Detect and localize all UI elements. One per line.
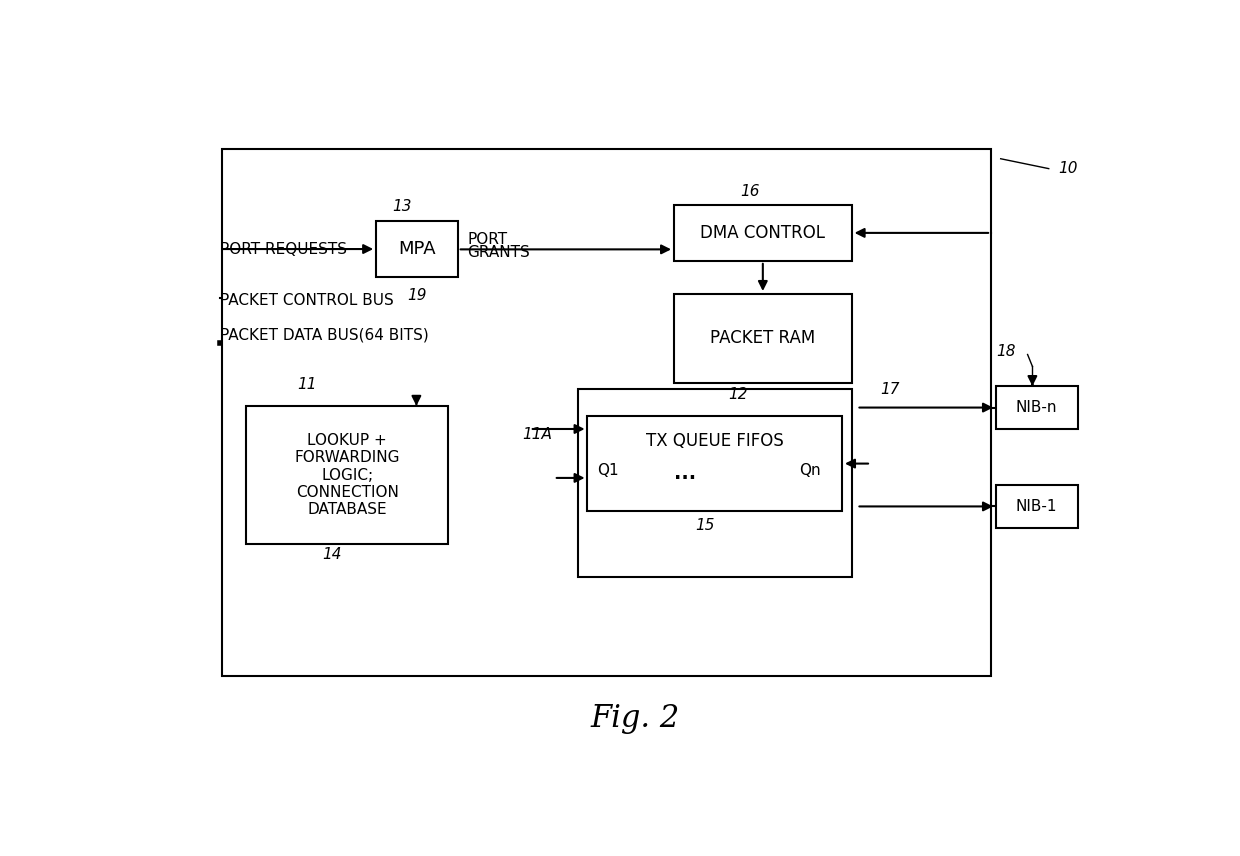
Text: PACKET DATA BUS(64 BITS): PACKET DATA BUS(64 BITS) (221, 328, 429, 343)
Text: PACKET RAM: PACKET RAM (711, 330, 816, 348)
Bar (222, 149, 991, 676)
Bar (996, 386, 1078, 429)
Text: LOOKUP +
FORWARDING
LOGIC;
CONNECTION
DATABASE: LOOKUP + FORWARDING LOGIC; CONNECTION DA… (294, 433, 401, 517)
Text: PORT REQUESTS: PORT REQUESTS (221, 241, 347, 257)
Text: Q1: Q1 (596, 463, 619, 478)
Bar (247, 406, 448, 544)
Text: 19: 19 (408, 288, 428, 303)
Bar (675, 205, 852, 261)
Bar (675, 294, 852, 383)
Text: 12: 12 (728, 387, 748, 401)
Bar (376, 222, 458, 277)
Text: 11: 11 (298, 377, 316, 392)
Text: Fig. 2: Fig. 2 (591, 704, 680, 734)
Bar (578, 389, 852, 577)
Text: DMA CONTROL: DMA CONTROL (701, 224, 826, 242)
Text: 15: 15 (696, 519, 714, 533)
Text: ...: ... (675, 464, 697, 483)
Text: Qn: Qn (799, 463, 821, 478)
Text: GRANTS: GRANTS (467, 245, 529, 260)
Text: NIB-n: NIB-n (1016, 400, 1058, 415)
Text: NIB-1: NIB-1 (1016, 499, 1058, 514)
Text: 10: 10 (1058, 161, 1078, 176)
Text: 13: 13 (392, 199, 412, 214)
Text: 18: 18 (996, 344, 1016, 360)
Bar (588, 416, 842, 511)
Bar (996, 485, 1078, 528)
Text: 17: 17 (880, 382, 900, 397)
Text: PACKET CONTROL BUS: PACKET CONTROL BUS (221, 293, 394, 308)
Text: TX QUEUE FIFOS: TX QUEUE FIFOS (646, 431, 784, 450)
Text: PORT: PORT (467, 232, 507, 247)
Text: 14: 14 (322, 547, 342, 562)
Text: 11A: 11A (522, 427, 552, 443)
Text: MPA: MPA (398, 241, 435, 259)
Text: 16: 16 (740, 184, 760, 199)
